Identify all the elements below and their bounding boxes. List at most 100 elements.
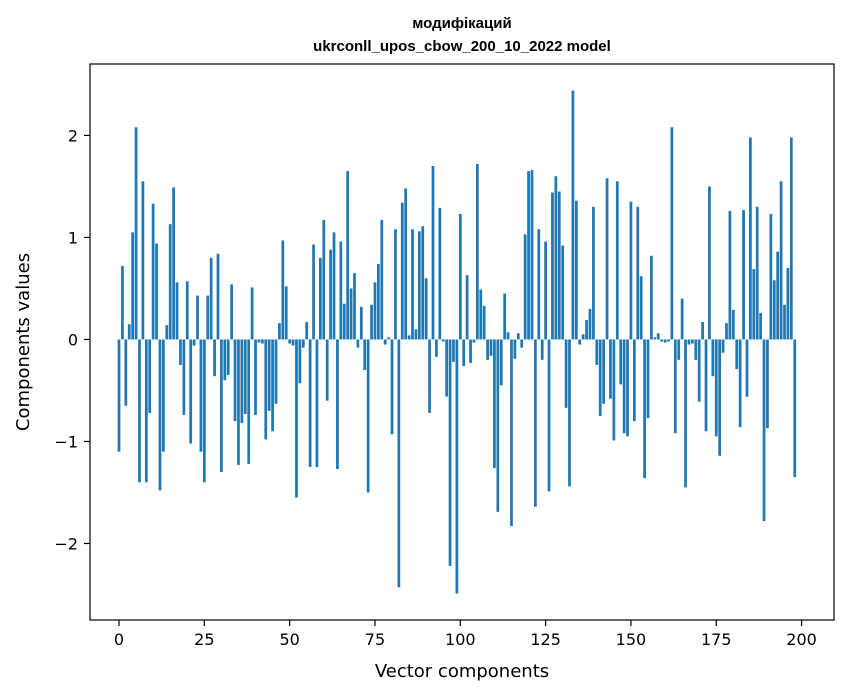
bar-24 (199, 339, 203, 452)
bar-0 (117, 339, 121, 452)
bar-147 (619, 339, 623, 385)
bar-184 (745, 339, 749, 397)
bar-120 (527, 171, 530, 340)
bar-110 (493, 339, 496, 468)
bar-181 (735, 339, 739, 370)
bar-82 (397, 339, 401, 588)
bar-85 (407, 335, 411, 340)
bar-25 (202, 339, 206, 483)
bar-1 (121, 266, 124, 340)
bar-161 (667, 339, 670, 342)
bar-34 (233, 339, 237, 422)
bar-81 (394, 229, 397, 340)
bar-80 (390, 339, 394, 435)
bar-50 (288, 339, 292, 344)
bar-42 (260, 339, 264, 344)
bar-175 (714, 339, 718, 437)
bar-124 (540, 339, 544, 360)
bar-195 (783, 304, 786, 340)
y-tick-label: −2 (54, 534, 78, 553)
bar-111 (496, 339, 500, 512)
bar-36 (240, 339, 244, 424)
bar-56 (308, 339, 312, 467)
bar-98 (452, 339, 455, 362)
bar-108 (486, 339, 489, 360)
bar-88 (417, 231, 421, 340)
bar-2 (124, 339, 128, 406)
bar-148 (622, 339, 626, 434)
bar-6 (138, 339, 141, 483)
bar-39 (250, 287, 254, 340)
bar-136 (581, 334, 585, 340)
bar-180 (731, 309, 735, 340)
bar-61 (325, 339, 329, 401)
bar-103 (469, 339, 472, 363)
bar-59 (319, 257, 322, 340)
bar-15 (168, 224, 172, 340)
bar-75 (373, 282, 377, 340)
bar-69 (353, 273, 356, 340)
bar-165 (680, 298, 684, 340)
bar-188 (759, 312, 762, 340)
bar-92 (431, 166, 435, 340)
bar-126 (547, 339, 551, 492)
bar-77 (380, 220, 384, 340)
bar-141 (598, 339, 602, 416)
bar-28 (213, 339, 216, 377)
bar-134 (574, 200, 578, 340)
x-tick-label: 25 (194, 630, 214, 649)
y-tick-label: 2 (68, 126, 78, 145)
bar-123 (537, 229, 541, 340)
bar-33 (230, 284, 233, 340)
bar-116 (513, 339, 517, 359)
bar-168 (691, 339, 694, 344)
bar-17 (175, 282, 179, 340)
x-axis-ticks: 0 25 50 75 100 125 150 175 200 (114, 620, 817, 649)
bar-132 (568, 339, 571, 487)
bar-191 (769, 213, 773, 340)
bar-101 (462, 339, 466, 366)
bar-96 (445, 339, 449, 397)
bar-86 (411, 229, 414, 340)
x-tick-label: 150 (616, 630, 647, 649)
bar-16 (172, 187, 175, 340)
bar-62 (329, 249, 332, 340)
bar-162 (670, 127, 674, 340)
bar-122 (534, 339, 537, 507)
bar-109 (489, 339, 493, 356)
x-axis-label: Vector components (375, 661, 549, 682)
bar-170 (697, 339, 701, 402)
bar-72 (363, 339, 367, 371)
bar-67 (346, 171, 350, 340)
bar-177 (721, 339, 725, 353)
x-tick-label: 125 (530, 630, 561, 649)
bar-46 (274, 339, 278, 404)
bar-138 (588, 308, 592, 340)
bar-71 (359, 306, 363, 340)
bar-187 (755, 206, 759, 340)
x-tick-label: 175 (701, 630, 732, 649)
bar-38 (247, 339, 251, 464)
bar-106 (479, 289, 483, 340)
bar-76 (377, 263, 380, 340)
bar-107 (482, 305, 486, 340)
bar-21 (189, 339, 193, 444)
bar-57 (312, 244, 315, 340)
bar-154 (643, 339, 646, 479)
bar-119 (523, 234, 527, 340)
bar-158 (656, 333, 660, 340)
bar-40 (254, 339, 257, 415)
bar-128 (554, 176, 558, 340)
bar-153 (639, 276, 643, 340)
bar-9 (148, 339, 152, 413)
bar-10 (151, 203, 155, 340)
bar-159 (660, 339, 664, 342)
bar-142 (602, 339, 605, 404)
x-tick-label: 100 (445, 630, 476, 649)
bar-55 (305, 322, 309, 340)
bar-197 (789, 137, 793, 340)
bar-112 (499, 339, 503, 386)
bar-166 (684, 339, 687, 488)
bar-84 (404, 188, 408, 340)
